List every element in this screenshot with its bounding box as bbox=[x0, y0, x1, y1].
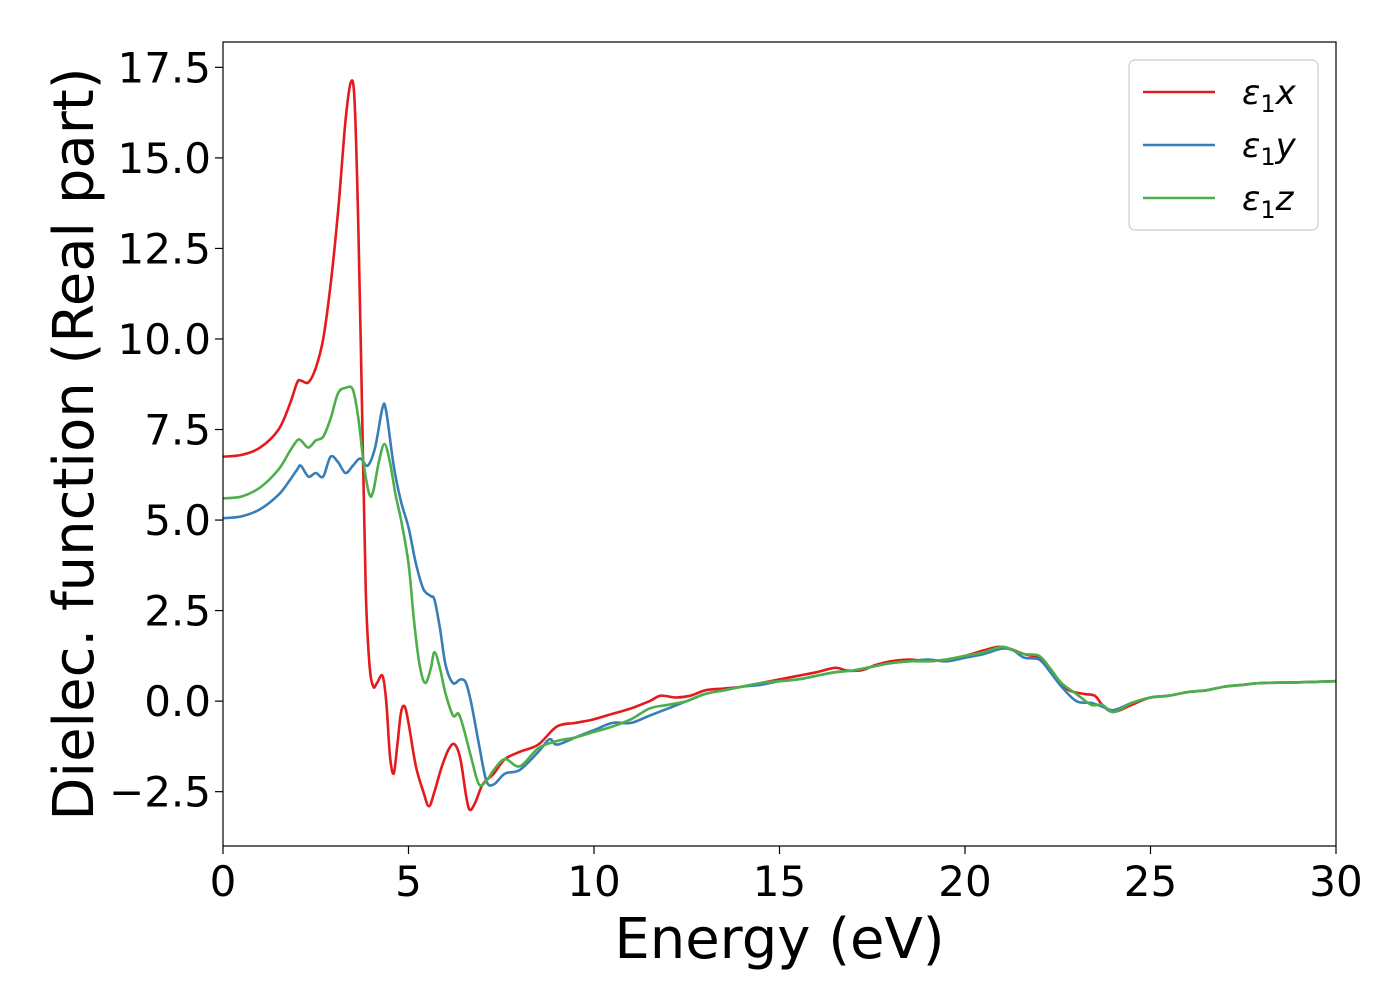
series-line-y bbox=[223, 402, 1336, 787]
legend: ε1x ε1y ε1z bbox=[1128, 59, 1319, 231]
x-tick-label: 25 bbox=[1124, 857, 1177, 906]
x-axis: 0 5 10 15 20 25 30 bbox=[210, 846, 1363, 906]
x-tick-label: 30 bbox=[1309, 857, 1362, 906]
series-layer bbox=[223, 79, 1336, 812]
y-tick-label: 5.0 bbox=[144, 496, 211, 545]
x-axis-label: Energy (eV) bbox=[614, 907, 944, 972]
y-tick-label: −2.5 bbox=[109, 768, 211, 817]
y-tick-label: 2.5 bbox=[144, 587, 211, 636]
y-tick-label: 7.5 bbox=[144, 406, 211, 455]
legend-entry-y: ε1y bbox=[1242, 126, 1297, 171]
x-tick-label: 10 bbox=[567, 857, 620, 906]
y-tick-label: 15.0 bbox=[117, 134, 211, 183]
y-tick-label: 17.5 bbox=[117, 43, 211, 92]
x-tick-label: 0 bbox=[210, 857, 237, 906]
legend-entry-z: ε1z bbox=[1242, 179, 1295, 224]
series-line-z bbox=[223, 385, 1336, 788]
legend-entry-x: ε1x bbox=[1242, 73, 1297, 118]
y-tick-label: 0.0 bbox=[144, 677, 211, 726]
x-tick-label: 20 bbox=[938, 857, 991, 906]
legend-box bbox=[1128, 59, 1319, 231]
x-tick-label: 5 bbox=[395, 857, 422, 906]
y-axis: −2.5 0.0 2.5 5.0 7.5 10.0 12.5 15.0 17.5 bbox=[109, 43, 223, 817]
y-tick-label: 12.5 bbox=[117, 224, 211, 273]
x-tick-label: 15 bbox=[753, 857, 806, 906]
y-tick-label: 10.0 bbox=[117, 315, 211, 364]
y-axis-label: Dielec. function (Real part) bbox=[42, 67, 107, 820]
